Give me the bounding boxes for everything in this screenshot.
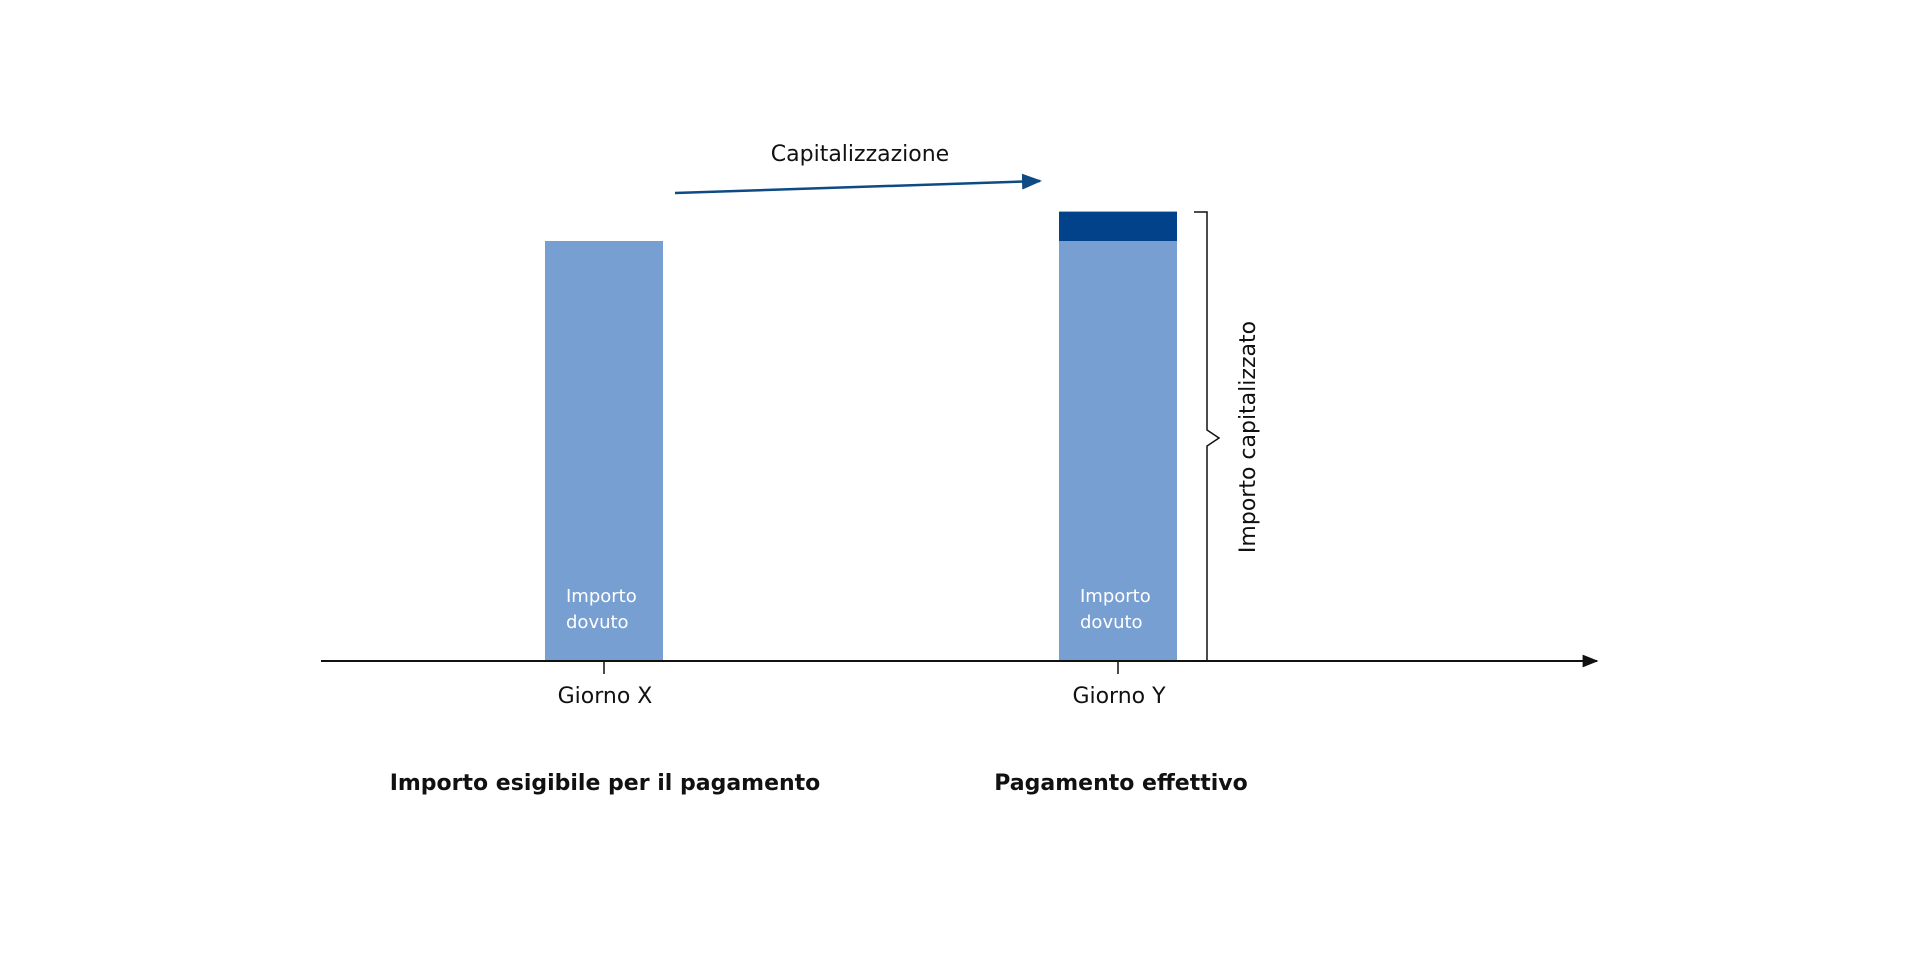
- bar-giorno-x-inner-label-line2: dovuto: [566, 612, 629, 633]
- capitalization-label: Capitalizzazione: [771, 142, 949, 167]
- bar-giorno-y-capitalized-segment: [1059, 211, 1177, 241]
- bar-giorno-x-inner-label-line1: Importo: [566, 586, 637, 607]
- bar-giorno-x-base: [545, 241, 663, 661]
- caption-giorno-y: Pagamento effettivo: [994, 771, 1247, 796]
- bar-giorno-y-base: [1059, 241, 1177, 661]
- capitalized-amount-brace: [1194, 211, 1221, 662]
- tick-label-giorno-x: Giorno X: [558, 684, 653, 709]
- bar-giorno-y-inner-label-line2: dovuto: [1080, 612, 1143, 633]
- capitalized-amount-label: Importo capitalizzato: [1236, 321, 1261, 553]
- bar-giorno-y-inner-label-line1: Importo: [1080, 586, 1151, 607]
- caption-giorno-x: Importo esigibile per il pagamento: [390, 771, 821, 796]
- capitalization-arrow: [674, 173, 1042, 195]
- tick-label-giorno-y: Giorno Y: [1072, 684, 1166, 709]
